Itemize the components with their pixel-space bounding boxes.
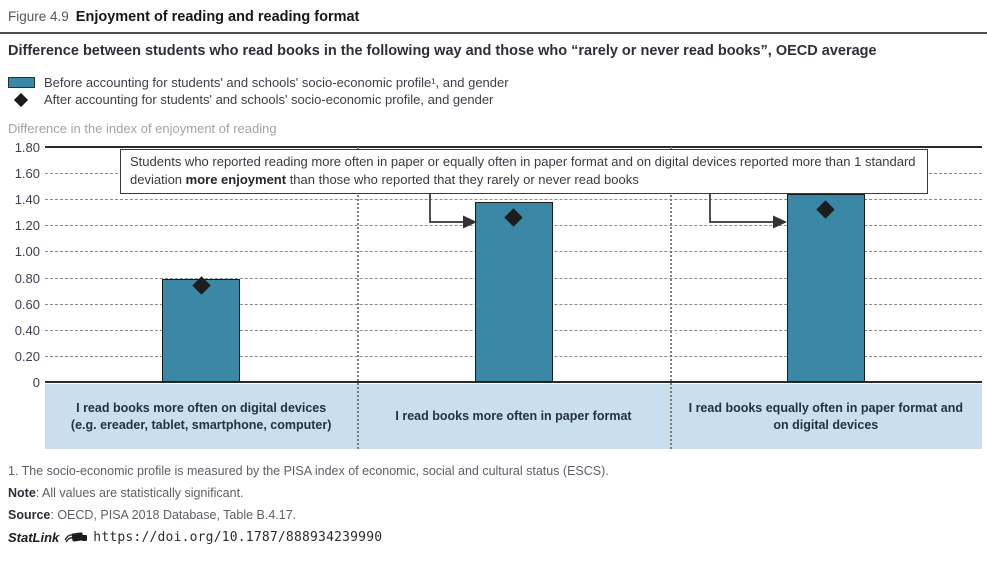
y-tick-label: 0.40 <box>14 322 40 338</box>
y-tick-label: 0 <box>32 375 40 390</box>
footnote-note: Note: All values are statistically signi… <box>8 486 979 500</box>
annotation-arrow-paper-bar <box>429 191 477 229</box>
legend-item-after: After accounting for students' and schoo… <box>8 91 979 108</box>
footnote-1: 1. The socio-economic profile is measure… <box>8 464 609 478</box>
legend-label-before: Before accounting for students' and scho… <box>44 75 509 90</box>
annotation-text-bold: more enjoyment <box>185 172 287 188</box>
legend: Before accounting for students' and scho… <box>8 74 979 108</box>
annotation-text-post: than those who reported that they rarely… <box>286 172 639 188</box>
category-label: I read books more often in paper format <box>395 409 632 424</box>
gridline <box>45 199 982 201</box>
bar <box>474 201 553 382</box>
statlink-label: StatLink <box>8 530 60 545</box>
category-label: I read books more often on digital devic… <box>70 400 332 432</box>
source-text: : OECD, PISA 2018 Database, Table B.4.17… <box>50 508 297 522</box>
statlink-row: StatLink https://doi.org/10.1787/8889342… <box>8 530 979 545</box>
source-label: Source <box>8 508 51 522</box>
x-axis-baseline <box>45 381 982 383</box>
category-label: I read books equally often in paper form… <box>688 400 963 432</box>
diamond-swatch-icon <box>13 92 29 107</box>
statlink-url[interactable]: https://doi.org/10.1787/888934239990 <box>93 530 383 545</box>
y-tick-label: 0.80 <box>14 270 40 286</box>
statlink-icon <box>64 532 88 543</box>
figure-number: Figure 4.9 <box>8 9 69 24</box>
title-divider <box>0 32 987 34</box>
footnotes: 1. The socio-economic profile is measure… <box>8 464 979 545</box>
panel-separator <box>357 147 360 449</box>
figure-title: Enjoyment of reading and reading format <box>75 9 360 25</box>
figure-subtitle: Difference between students who read boo… <box>8 43 877 59</box>
y-tick-label: 1.20 <box>14 218 40 234</box>
category-cell: I read books more often on digital devic… <box>45 384 358 449</box>
panel-separator <box>669 147 672 449</box>
y-axis-title: Difference in the index of enjoyment of … <box>8 121 277 136</box>
y-tick-label: 1.40 <box>14 192 40 208</box>
y-tick-label: 1.80 <box>14 140 40 155</box>
note-label: Note <box>8 486 36 500</box>
y-tick-label: 1.00 <box>14 244 40 260</box>
note-text: : All values are statistically significa… <box>35 486 244 500</box>
bar <box>786 194 865 382</box>
y-tick-label: 0.60 <box>14 296 40 312</box>
y-tick-label: 1.60 <box>14 166 40 182</box>
annotation-box: Students who reported reading more often… <box>120 149 928 195</box>
footnote-source: Source: OECD, PISA 2018 Database, Table … <box>8 508 979 522</box>
top-axis-line <box>45 146 982 148</box>
y-tick-label: 0.20 <box>14 348 40 364</box>
figure-header: Figure 4.9 Enjoyment of reading and read… <box>0 0 987 25</box>
category-cell: I read books more often in paper format <box>357 384 670 449</box>
annotation-arrow-equally-bar <box>709 191 787 229</box>
legend-item-before: Before accounting for students' and scho… <box>8 74 979 91</box>
bar-swatch-icon <box>8 77 35 88</box>
chart: Students who reported reading more often… <box>0 139 987 451</box>
category-cell: I read books equally often in paper form… <box>669 384 982 449</box>
legend-label-after: After accounting for students' and schoo… <box>44 92 494 107</box>
annotation-text-pre: Students who reported reading more often… <box>130 154 916 188</box>
